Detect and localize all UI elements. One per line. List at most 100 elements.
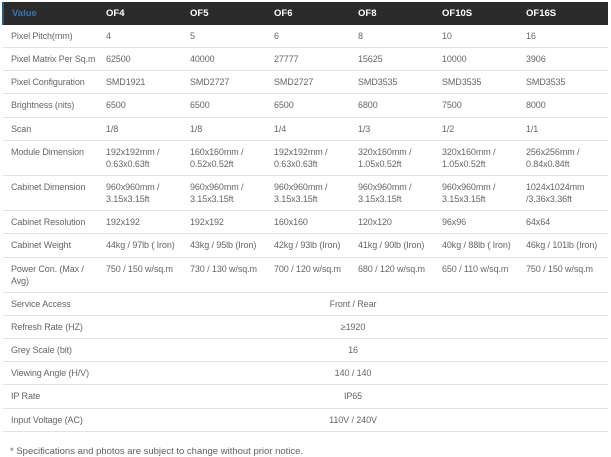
cell: 1/3 <box>350 117 434 141</box>
column-header-of4: OF4 <box>98 2 182 25</box>
cell: 8000 <box>518 93 608 118</box>
cell: SMD3535 <box>518 70 608 95</box>
cell: 41kg / 90lb (Iron) <box>350 233 434 258</box>
row-grey-scale: Grey Scale (bit) 16 <box>3 338 608 363</box>
cell: 1024x1024mm /3.36x3.36ft <box>518 175 608 212</box>
merged-cell: Front / Rear <box>98 292 608 316</box>
row-label: Power Con. (Max / Avg) <box>3 257 98 293</box>
cell: 4 <box>98 25 182 49</box>
row-label: Grey Scale (bit) <box>3 338 98 363</box>
row-input-voltage: Input Voltage (AC) 110V / 240V <box>3 408 608 432</box>
row-service-access: Service Access Front / Rear <box>3 292 608 316</box>
column-header-of6: OF6 <box>266 2 350 25</box>
row-scan: Scan 1/8 1/8 1/4 1/3 1/2 1/1 <box>3 117 608 141</box>
row-label: Pixel Configuration <box>3 70 98 95</box>
cell: 40000 <box>182 47 266 72</box>
row-label: Cabinet Weight <box>3 233 98 258</box>
cell: 3906 <box>518 47 608 72</box>
cell: 16 <box>518 25 608 49</box>
cell: 700 / 120 w/sq.m <box>266 257 350 293</box>
cell: 120x120 <box>350 210 434 235</box>
row-label: Input Voltage (AC) <box>3 408 98 432</box>
cell: 46kg / 101lb (Iron) <box>518 233 608 258</box>
cell: 192x192 <box>182 210 266 235</box>
cell: 650 / 110 w/sq.m <box>434 257 518 293</box>
cell: 192x192 <box>98 210 182 235</box>
row-label: Service Access <box>3 292 98 316</box>
cell: 750 / 150 w/sq.m <box>518 257 608 293</box>
cell: 6500 <box>266 93 350 118</box>
cell: 680 / 120 w/sq.m <box>350 257 434 293</box>
specification-table: Value OF4 OF5 OF6 OF8 OF10S OF16S Pixel … <box>2 2 608 432</box>
row-label: Refresh Rate (HZ) <box>3 315 98 340</box>
cell: 1/1 <box>518 117 608 141</box>
cell: 160x160mm / 0.52x0.52ft <box>182 140 266 176</box>
row-label: Viewing Angle (H/V) <box>3 361 98 386</box>
row-pixel-matrix: Pixel Matrix Per Sq.m 62500 40000 27777 … <box>3 47 608 72</box>
cell: 64x64 <box>518 210 608 235</box>
cell: 8 <box>350 25 434 49</box>
cell: 42kg / 93lb (Iron) <box>266 233 350 258</box>
cell: 750 / 150 w/sq.m <box>98 257 182 293</box>
row-label: Brightness (nits) <box>3 93 98 118</box>
cell: 6 <box>266 25 350 49</box>
cell: 256x256mm / 0.84x0.84ft <box>518 140 608 176</box>
cell: 1/8 <box>182 117 266 141</box>
value-header-link[interactable]: Value <box>2 2 98 25</box>
row-viewing-angle: Viewing Angle (H/V) 140 / 140 <box>3 361 608 386</box>
header-row: Value OF4 OF5 OF6 OF8 OF10S OF16S <box>2 2 608 25</box>
cell: 1/2 <box>434 117 518 141</box>
cell: 40kg / 88lb ( Iron) <box>434 233 518 258</box>
cell: 160x160 <box>266 210 350 235</box>
cell: 7500 <box>434 93 518 118</box>
row-ip-rate: IP Rate IP65 <box>3 384 608 409</box>
column-header-of5: OF5 <box>182 2 266 25</box>
row-label: Cabinet Dimension <box>3 175 98 212</box>
footnote: * Specifications and photos are subject … <box>10 445 304 457</box>
cell: 730 / 130 w/sq.m <box>182 257 266 293</box>
cell: 6500 <box>98 93 182 118</box>
column-header-of16s: OF16S <box>518 2 608 25</box>
row-label: Pixel Matrix Per Sq.m <box>3 47 98 72</box>
cell: SMD3535 <box>434 70 518 95</box>
merged-cell: 110V / 240V <box>98 408 608 432</box>
column-header-of8: OF8 <box>350 2 434 25</box>
cell: 960x960mm / 3.15x3.15ft <box>434 175 518 212</box>
cell: 1/4 <box>266 117 350 141</box>
merged-cell: ≥1920 <box>98 315 608 340</box>
merged-cell: IP65 <box>98 384 608 409</box>
row-cabinet-weight: Cabinet Weight 44kg / 97lb ( Iron) 43kg … <box>3 233 608 258</box>
row-label: IP Rate <box>3 384 98 409</box>
row-power-consumption: Power Con. (Max / Avg) 750 / 150 w/sq.m … <box>3 257 608 293</box>
row-cabinet-dimension: Cabinet Dimension 960x960mm / 3.15x3.15f… <box>3 175 608 212</box>
row-label: Module Dimension <box>3 140 98 176</box>
cell: 960x960mm / 3.15x3.15ft <box>182 175 266 212</box>
cell: 5 <box>182 25 266 49</box>
cell: 960x960mm / 3.15x3.15ft <box>350 175 434 212</box>
row-pixel-configuration: Pixel Configuration SMD1921 SMD2727 SMD2… <box>3 70 608 95</box>
column-header-of10s: OF10S <box>434 2 518 25</box>
cell: 15625 <box>350 47 434 72</box>
cell: SMD2727 <box>266 70 350 95</box>
row-label: Pixel Pitch(mm) <box>3 25 98 49</box>
cell: SMD3535 <box>350 70 434 95</box>
merged-cell: 16 <box>98 338 608 363</box>
cell: 10000 <box>434 47 518 72</box>
row-label: Cabinet Resolution <box>3 210 98 235</box>
cell: 6500 <box>182 93 266 118</box>
cell: 320x160mm / 1.05x0.52ft <box>350 140 434 176</box>
cell: 960x960mm / 3.15x3.15ft <box>98 175 182 212</box>
cell: 6800 <box>350 93 434 118</box>
cell: SMD1921 <box>98 70 182 95</box>
row-label: Scan <box>3 117 98 141</box>
row-pixel-pitch: Pixel Pitch(mm) 4 5 6 8 10 16 <box>3 25 608 49</box>
row-module-dimension: Module Dimension 192x192mm / 0.63x0.63ft… <box>3 140 608 176</box>
cell: 62500 <box>98 47 182 72</box>
row-brightness: Brightness (nits) 6500 6500 6500 6800 75… <box>3 93 608 118</box>
cell: 320x160mm / 1.05x0.52ft <box>434 140 518 176</box>
cell: 43kg / 95lb (Iron) <box>182 233 266 258</box>
cell: 10 <box>434 25 518 49</box>
cell: 96x96 <box>434 210 518 235</box>
row-refresh-rate: Refresh Rate (HZ) ≥1920 <box>3 315 608 340</box>
